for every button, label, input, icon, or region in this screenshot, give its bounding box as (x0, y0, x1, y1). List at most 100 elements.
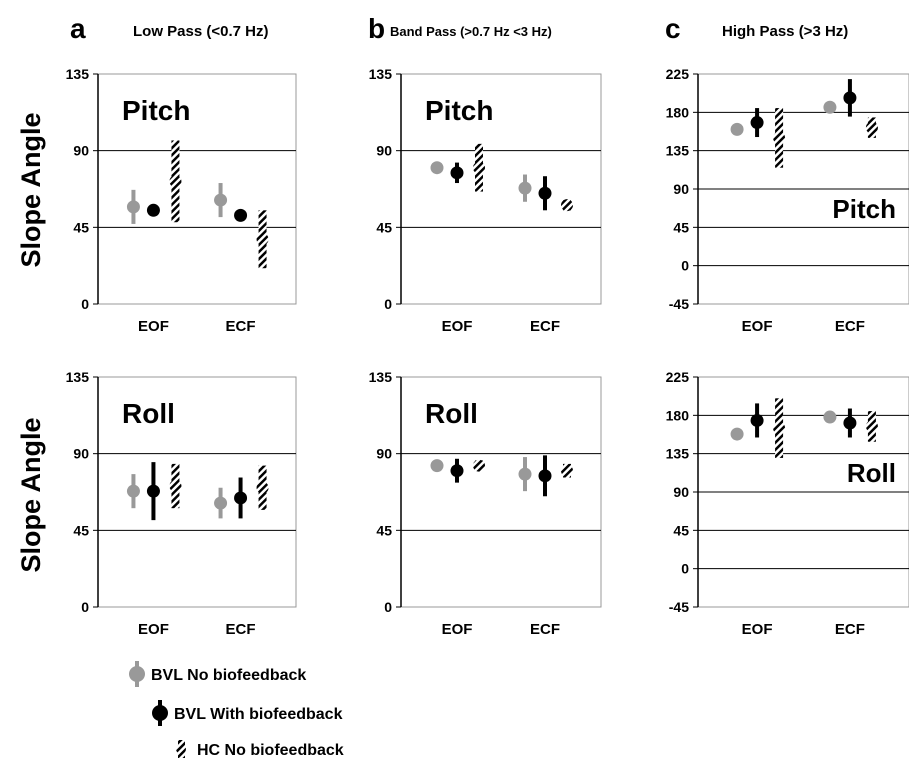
data-point (773, 422, 786, 435)
data-point (169, 175, 182, 188)
x-tick-label: ECF (226, 621, 256, 638)
data-point (146, 203, 160, 217)
data-point (730, 427, 744, 441)
y-tick-label: -45 (669, 599, 689, 615)
data-point (234, 491, 248, 505)
x-tick-label: ECF (530, 318, 560, 335)
data-point (450, 464, 464, 478)
y-tick-label: 135 (66, 369, 90, 385)
data-point (561, 464, 573, 477)
y-tick-label: 0 (384, 599, 392, 615)
y-axis-label-bottom: Slope Angle (16, 417, 46, 572)
x-tick-label: ECF (835, 318, 865, 335)
chart-panel-a-roll: 0 45 90 135 EOF ECF Roll (66, 369, 297, 638)
panel-c-title: High Pass (>3 Hz) (722, 23, 848, 40)
data-point (750, 413, 764, 427)
y-tick-label: 0 (81, 599, 89, 615)
panel-annotation: Roll (847, 458, 896, 488)
panel-annotation: Roll (122, 398, 175, 429)
y-tick-label: 90 (73, 143, 89, 159)
data-point (214, 193, 228, 207)
data-point (730, 122, 744, 136)
legend-label: BVL With biofeedback (174, 706, 343, 723)
data-point (865, 420, 878, 433)
chart-panel-c-roll: -45 0 45 90 135 180 225 EOF ECF Roll (666, 369, 909, 638)
data-point (256, 481, 269, 494)
y-tick-label: 180 (666, 104, 690, 120)
y-tick-label: 90 (673, 181, 689, 197)
x-tick-label: ECF (835, 621, 865, 638)
panel-c-letter: c (665, 13, 681, 44)
data-point (843, 416, 857, 430)
y-tick-label: 225 (666, 66, 690, 82)
chart-panel-a-pitch: 0 45 90 135 EOF ECF Pitch (66, 66, 297, 335)
y-tick-label: 45 (673, 522, 689, 538)
panel-a-title: Low Pass (<0.7 Hz) (133, 23, 268, 40)
x-tick-label: ECF (226, 318, 256, 335)
x-tick-label: ECF (530, 621, 560, 638)
data-point (750, 116, 764, 130)
chart-panel-b-pitch: 0 45 90 135 EOF ECF Pitch (369, 66, 602, 335)
data-point (126, 200, 140, 214)
panel-b-title: Band Pass (>0.7 Hz <3 Hz) (390, 24, 552, 39)
y-tick-label: 0 (81, 296, 89, 312)
data-point (234, 208, 248, 222)
data-point (823, 100, 837, 114)
y-tick-label: 45 (376, 219, 392, 235)
y-tick-label: 135 (369, 369, 393, 385)
y-tick-label: 135 (369, 66, 393, 82)
y-tick-label: 180 (666, 407, 690, 423)
y-tick-label: 0 (681, 258, 689, 274)
legend: BVL No biofeedback BVL With biofeedback … (129, 661, 344, 759)
y-tick-label: 90 (673, 484, 689, 500)
data-point (430, 459, 444, 473)
chart-panel-b-roll: 0 45 90 135 EOF ECF Roll (369, 369, 602, 638)
x-tick-label: EOF (442, 318, 473, 335)
data-point (430, 161, 444, 175)
panel-annotation: Pitch (832, 194, 896, 224)
data-point (843, 91, 857, 105)
data-point (126, 484, 140, 498)
y-tick-label: 135 (66, 66, 90, 82)
y-tick-label: 45 (73, 522, 89, 538)
y-axis-label-top: Slope Angle (16, 112, 46, 267)
legend-item-bvl-with-biofeedback: BVL With biofeedback (152, 700, 343, 726)
data-point (146, 484, 160, 498)
panel-b-letter: b (368, 13, 385, 44)
data-point (169, 480, 182, 493)
legend-marker (129, 666, 145, 682)
y-tick-label: 45 (376, 522, 392, 538)
y-tick-label: -45 (669, 296, 689, 312)
data-point (473, 161, 485, 174)
data-point (773, 131, 786, 144)
data-point (256, 233, 269, 246)
x-tick-label: EOF (742, 318, 773, 335)
panel-annotation: Pitch (425, 95, 493, 126)
x-tick-label: EOF (138, 318, 169, 335)
data-point (538, 469, 552, 483)
y-tick-label: 90 (376, 143, 392, 159)
legend-label: BVL No biofeedback (151, 667, 306, 684)
y-tick-label: 90 (73, 446, 89, 462)
y-tick-label: 0 (681, 561, 689, 577)
panel-annotation: Pitch (122, 95, 190, 126)
y-tick-label: 135 (666, 446, 690, 462)
data-point (518, 181, 532, 195)
data-point (473, 459, 485, 472)
y-tick-label: 45 (673, 219, 689, 235)
y-tick-label: 225 (666, 369, 690, 385)
panel-annotation: Roll (425, 398, 478, 429)
x-tick-label: EOF (442, 621, 473, 638)
data-point (561, 199, 573, 212)
data-point (214, 496, 228, 510)
x-tick-label: EOF (742, 621, 773, 638)
y-tick-label: 45 (73, 219, 89, 235)
legend-item-hc-no-biofeedback: HC No biofeedback (176, 740, 344, 759)
chart-panel-c-pitch: -45 0 45 90 135 180 225 EOF ECF Pitch (666, 66, 909, 335)
y-tick-label: 90 (376, 446, 392, 462)
panel-a-letter: a (70, 13, 86, 44)
data-point (518, 467, 532, 481)
legend-label: HC No biofeedback (197, 742, 344, 759)
legend-item-bvl-no-biofeedback: BVL No biofeedback (129, 661, 306, 687)
